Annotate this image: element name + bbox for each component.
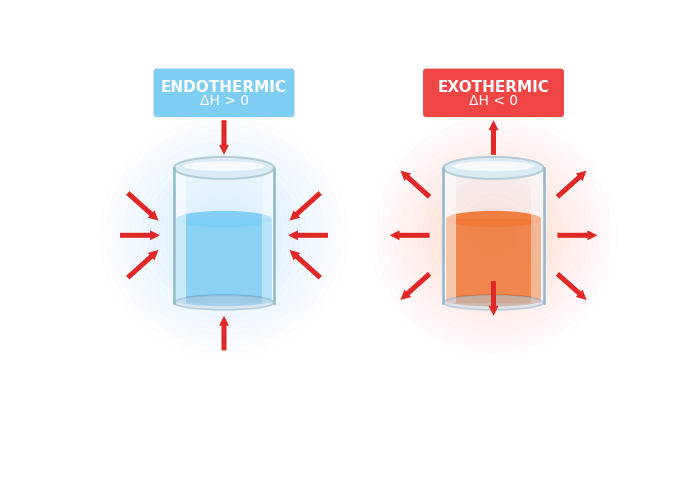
FancyArrow shape	[557, 230, 598, 240]
FancyArrow shape	[400, 171, 431, 199]
Text: HEAT: HEAT	[461, 86, 526, 106]
FancyArrow shape	[126, 250, 158, 280]
FancyArrow shape	[290, 191, 322, 220]
FancyArrow shape	[290, 250, 322, 280]
FancyArrow shape	[489, 120, 498, 155]
FancyArrow shape	[219, 120, 229, 155]
FancyBboxPatch shape	[423, 69, 564, 117]
Text: ENDOTHERMIC: ENDOTHERMIC	[161, 80, 287, 95]
Ellipse shape	[444, 296, 543, 310]
Polygon shape	[174, 168, 186, 303]
Text: HEAT: HEAT	[192, 86, 256, 106]
Ellipse shape	[174, 157, 274, 179]
Bar	[446, 219, 541, 303]
FancyArrow shape	[120, 230, 160, 240]
FancyArrow shape	[489, 281, 498, 316]
Polygon shape	[444, 168, 456, 303]
Ellipse shape	[444, 157, 543, 179]
Ellipse shape	[452, 161, 535, 171]
Ellipse shape	[176, 294, 272, 307]
Bar	[444, 168, 543, 303]
Ellipse shape	[176, 211, 272, 227]
Ellipse shape	[446, 294, 541, 307]
FancyArrow shape	[556, 171, 587, 199]
Text: EXOTHERMIC: EXOTHERMIC	[438, 80, 550, 95]
Text: ΔH > 0: ΔH > 0	[199, 94, 248, 108]
FancyArrow shape	[389, 230, 430, 240]
Polygon shape	[262, 168, 274, 303]
FancyArrow shape	[219, 316, 229, 350]
Polygon shape	[531, 168, 543, 303]
FancyArrow shape	[126, 191, 158, 220]
Ellipse shape	[446, 211, 541, 227]
Bar	[176, 219, 272, 303]
FancyArrow shape	[288, 230, 328, 240]
Ellipse shape	[183, 161, 265, 171]
Bar	[174, 168, 274, 303]
Ellipse shape	[174, 296, 274, 310]
FancyBboxPatch shape	[153, 69, 295, 117]
FancyArrow shape	[556, 272, 587, 300]
FancyArrow shape	[400, 272, 431, 300]
Text: ΔH < 0: ΔH < 0	[469, 94, 518, 108]
